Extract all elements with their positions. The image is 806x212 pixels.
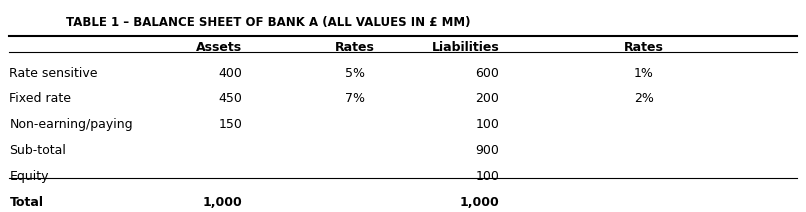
Text: Rates: Rates <box>624 40 664 54</box>
Text: 5%: 5% <box>345 67 365 80</box>
Text: Assets: Assets <box>196 40 243 54</box>
Text: 2%: 2% <box>634 92 654 106</box>
Text: Equity: Equity <box>10 170 49 183</box>
Text: Total: Total <box>10 196 44 209</box>
Text: 600: 600 <box>476 67 500 80</box>
Text: Non-earning/paying: Non-earning/paying <box>10 119 133 131</box>
Text: 1,000: 1,000 <box>202 196 243 209</box>
Text: 200: 200 <box>476 92 500 106</box>
Text: 100: 100 <box>476 119 500 131</box>
Text: 150: 150 <box>218 119 243 131</box>
Text: 450: 450 <box>218 92 243 106</box>
Text: TABLE 1 – BALANCE SHEET OF BANK A (ALL VALUES IN £ MM): TABLE 1 – BALANCE SHEET OF BANK A (ALL V… <box>65 16 470 29</box>
Text: 100: 100 <box>476 170 500 183</box>
Text: Fixed rate: Fixed rate <box>10 92 72 106</box>
Text: 7%: 7% <box>345 92 365 106</box>
Text: 900: 900 <box>476 144 500 157</box>
Text: 1%: 1% <box>634 67 654 80</box>
Text: Liabilities: Liabilities <box>432 40 500 54</box>
Text: 400: 400 <box>218 67 243 80</box>
Text: Rates: Rates <box>334 40 375 54</box>
Text: Rate sensitive: Rate sensitive <box>10 67 98 80</box>
Text: 1,000: 1,000 <box>459 196 500 209</box>
Text: Sub-total: Sub-total <box>10 144 66 157</box>
